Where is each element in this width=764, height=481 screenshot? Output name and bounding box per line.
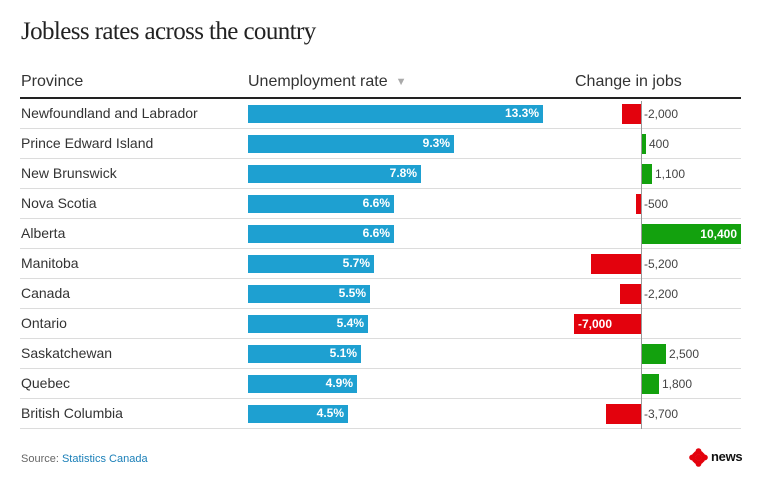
source-note: Source: Statistics Canada — [21, 453, 148, 465]
row-divider — [20, 128, 741, 129]
row-divider — [20, 278, 741, 279]
cbc-news-logo: news — [689, 448, 743, 467]
rate-value-label: 13.3% — [504, 106, 539, 120]
table-row: Newfoundland and Labrador 13.3% -2,000 — [0, 99, 764, 129]
row-divider — [20, 248, 741, 249]
rate-bar: 4.9% — [248, 375, 357, 393]
row-divider — [20, 368, 741, 369]
change-bar — [574, 314, 641, 334]
row-divider — [20, 158, 741, 159]
province-label: Newfoundland and Labrador — [21, 105, 198, 121]
table-row: Nova Scotia 6.6% -500 — [0, 189, 764, 219]
province-label: Quebec — [21, 375, 71, 391]
change-value-label: -5,200 — [644, 257, 679, 271]
row-divider — [20, 308, 741, 309]
rate-value-label: 5.4% — [336, 316, 364, 330]
change-bar — [620, 284, 641, 304]
rate-bar: 6.6% — [248, 225, 394, 243]
row-divider — [20, 188, 741, 189]
change-bar — [642, 374, 659, 394]
rate-value-label: 6.6% — [362, 196, 390, 210]
table-row: British Columbia 4.5% -3,700 — [0, 399, 764, 429]
table-row: Alberta 6.6% 10,400 — [0, 219, 764, 249]
province-label: New Brunswick — [21, 165, 117, 181]
table-body: Newfoundland and Labrador 13.3% -2,000 Prin… — [0, 99, 764, 429]
change-value-label: 1,800 — [662, 377, 693, 391]
province-label: Manitoba — [21, 255, 79, 271]
rate-value-label: 6.6% — [362, 226, 390, 240]
cbc-gem-icon — [689, 448, 708, 467]
rate-bar: 5.7% — [248, 255, 374, 273]
rate-value-label: 9.3% — [422, 136, 450, 150]
change-value-label: -7,000 — [578, 317, 613, 331]
change-value-label: 1,100 — [655, 167, 686, 181]
row-divider — [20, 218, 741, 219]
rate-bar: 5.4% — [248, 315, 368, 333]
change-bar — [606, 404, 641, 424]
table-row: Canada 5.5% -2,200 — [0, 279, 764, 309]
rate-bar: 7.8% — [248, 165, 421, 183]
change-value-label: -2,200 — [644, 287, 679, 301]
rate-value-label: 5.1% — [329, 346, 357, 360]
row-divider — [20, 398, 741, 399]
rate-value-label: 5.7% — [342, 256, 370, 270]
rate-value-label: 4.9% — [325, 376, 353, 390]
rate-bar: 5.1% — [248, 345, 361, 363]
province-label: Nova Scotia — [21, 195, 97, 211]
province-label: Prince Edward Island — [21, 135, 154, 151]
rate-bar: 6.6% — [248, 195, 394, 213]
sort-down-icon[interactable]: ▼ — [395, 76, 407, 88]
change-value-label: -3,700 — [644, 407, 679, 421]
table-row: New Brunswick 7.8% 1,100 — [0, 159, 764, 189]
change-bar — [622, 104, 641, 124]
change-bar — [642, 344, 666, 364]
change-value-label: 10,400 — [700, 227, 737, 241]
change-zero-axis — [641, 101, 642, 429]
rate-bar: 4.5% — [248, 405, 348, 423]
row-divider — [20, 338, 741, 339]
column-header-unemployment-rate[interactable]: Unemployment rate ▼ — [248, 73, 407, 91]
province-label: Alberta — [21, 225, 66, 241]
column-header-change-in-jobs: Change in jobs — [575, 73, 682, 90]
source-prefix: Source: — [21, 453, 62, 465]
change-value-label: 400 — [649, 137, 670, 151]
rate-value-label: 7.8% — [389, 166, 417, 180]
rate-value-label: 4.5% — [316, 406, 344, 420]
column-header-rate-label: Unemployment rate — [248, 73, 388, 90]
province-label: Saskatchewan — [21, 345, 113, 361]
table-row: Ontario 5.4% -7,000 — [0, 309, 764, 339]
table-row: Saskatchewan 5.1% 2,500 — [0, 339, 764, 369]
rate-bar: 13.3% — [248, 105, 543, 123]
row-divider — [20, 428, 741, 429]
chart-title: Jobless rates across the country — [21, 18, 316, 45]
column-header-province: Province — [21, 73, 84, 90]
header-divider — [20, 97, 741, 99]
logo-wordmark: news — [711, 449, 743, 464]
change-value-label: -500 — [644, 197, 669, 211]
province-label: British Columbia — [21, 405, 123, 421]
rate-bar: 9.3% — [248, 135, 454, 153]
table-row: Manitoba 5.7% -5,200 — [0, 249, 764, 279]
table-row: Prince Edward Island 9.3% 400 — [0, 129, 764, 159]
table-row: Quebec 4.9% 1,800 — [0, 369, 764, 399]
change-value-label: -2,000 — [644, 107, 679, 121]
source-link[interactable]: Statistics Canada — [61, 453, 148, 465]
rate-value-label: 5.5% — [338, 286, 366, 300]
change-bar — [642, 224, 741, 244]
province-label: Ontario — [21, 315, 67, 331]
change-bar — [636, 194, 641, 214]
change-bar — [642, 164, 652, 184]
change-bar — [642, 134, 646, 154]
change-value-label: 2,500 — [669, 347, 700, 361]
change-bar — [591, 254, 641, 274]
rate-bar: 5.5% — [248, 285, 370, 303]
province-label: Canada — [21, 285, 71, 301]
